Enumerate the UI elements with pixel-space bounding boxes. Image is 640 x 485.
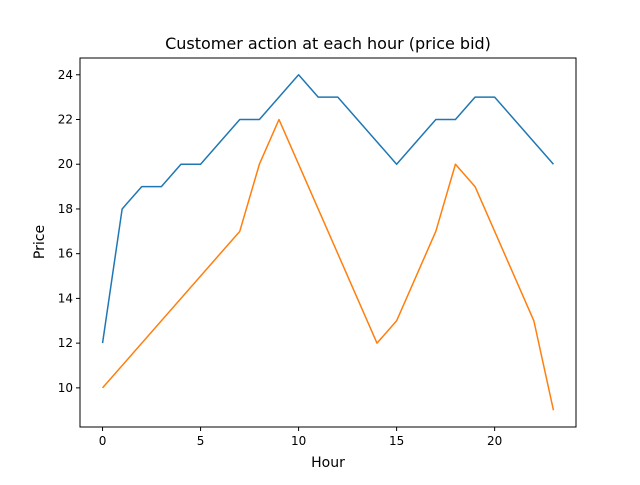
y-tick-label: 12 bbox=[58, 336, 73, 350]
y-tick-label: 20 bbox=[58, 157, 73, 171]
x-tick-label: 10 bbox=[291, 434, 306, 448]
plot-frame bbox=[79, 57, 577, 428]
y-tick-label: 22 bbox=[58, 113, 73, 127]
y-tick-label: 14 bbox=[58, 291, 73, 305]
series-layer bbox=[101, 74, 555, 411]
y-tick-label: 16 bbox=[58, 247, 73, 261]
y-tick-label: 24 bbox=[58, 68, 73, 82]
x-axis-label: Hour bbox=[311, 455, 345, 471]
series-line-2 bbox=[101, 118, 555, 411]
y-tick-label: 10 bbox=[58, 381, 73, 395]
x-tick-label: 15 bbox=[389, 434, 404, 448]
y-tick-label: 18 bbox=[58, 202, 73, 216]
x-tick-label: 20 bbox=[487, 434, 502, 448]
ticks-layer: 0 5 10 15 20 10 12 14 16 18 20 22 24 bbox=[58, 68, 503, 448]
plot-area bbox=[80, 58, 576, 427]
series-line-1 bbox=[101, 74, 555, 344]
chart-title: Customer action at each hour (price bid) bbox=[165, 34, 491, 53]
x-tick-label: 0 bbox=[99, 434, 107, 448]
x-tick-label: 5 bbox=[197, 434, 205, 448]
y-axis-label: Price bbox=[32, 225, 48, 259]
